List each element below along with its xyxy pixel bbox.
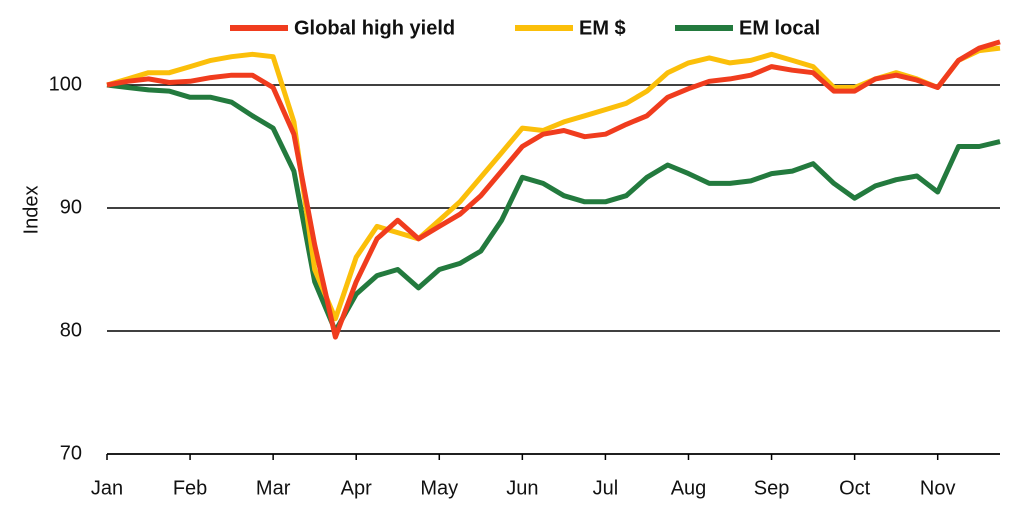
y-axis-label: Index — [20, 186, 42, 235]
x-tick-label: Oct — [839, 477, 871, 499]
x-tick-label: Apr — [341, 477, 372, 499]
x-tick-label: Feb — [173, 477, 207, 499]
x-tick-label: Jun — [506, 477, 538, 499]
y-tick-label: 100 — [49, 73, 82, 95]
y-tick-label: 70 — [60, 442, 82, 464]
series-line — [106, 39, 1001, 340]
series-line — [106, 45, 1001, 322]
y-tick-label: 90 — [60, 196, 82, 218]
legend-label: Global high yield — [294, 17, 455, 39]
legend-label: EM local — [739, 17, 820, 39]
series-line — [106, 82, 1001, 334]
x-tick-label: May — [420, 477, 458, 499]
x-tick-label: Mar — [256, 477, 291, 499]
x-tick-label: Jan — [91, 477, 123, 499]
x-tick-label: Jul — [593, 477, 619, 499]
x-tick-label: Aug — [671, 477, 707, 499]
x-tick-label: Nov — [920, 477, 956, 499]
legend-label: EM $ — [579, 17, 626, 39]
y-tick-label: 80 — [60, 319, 82, 341]
x-tick-label: Sep — [754, 477, 790, 499]
